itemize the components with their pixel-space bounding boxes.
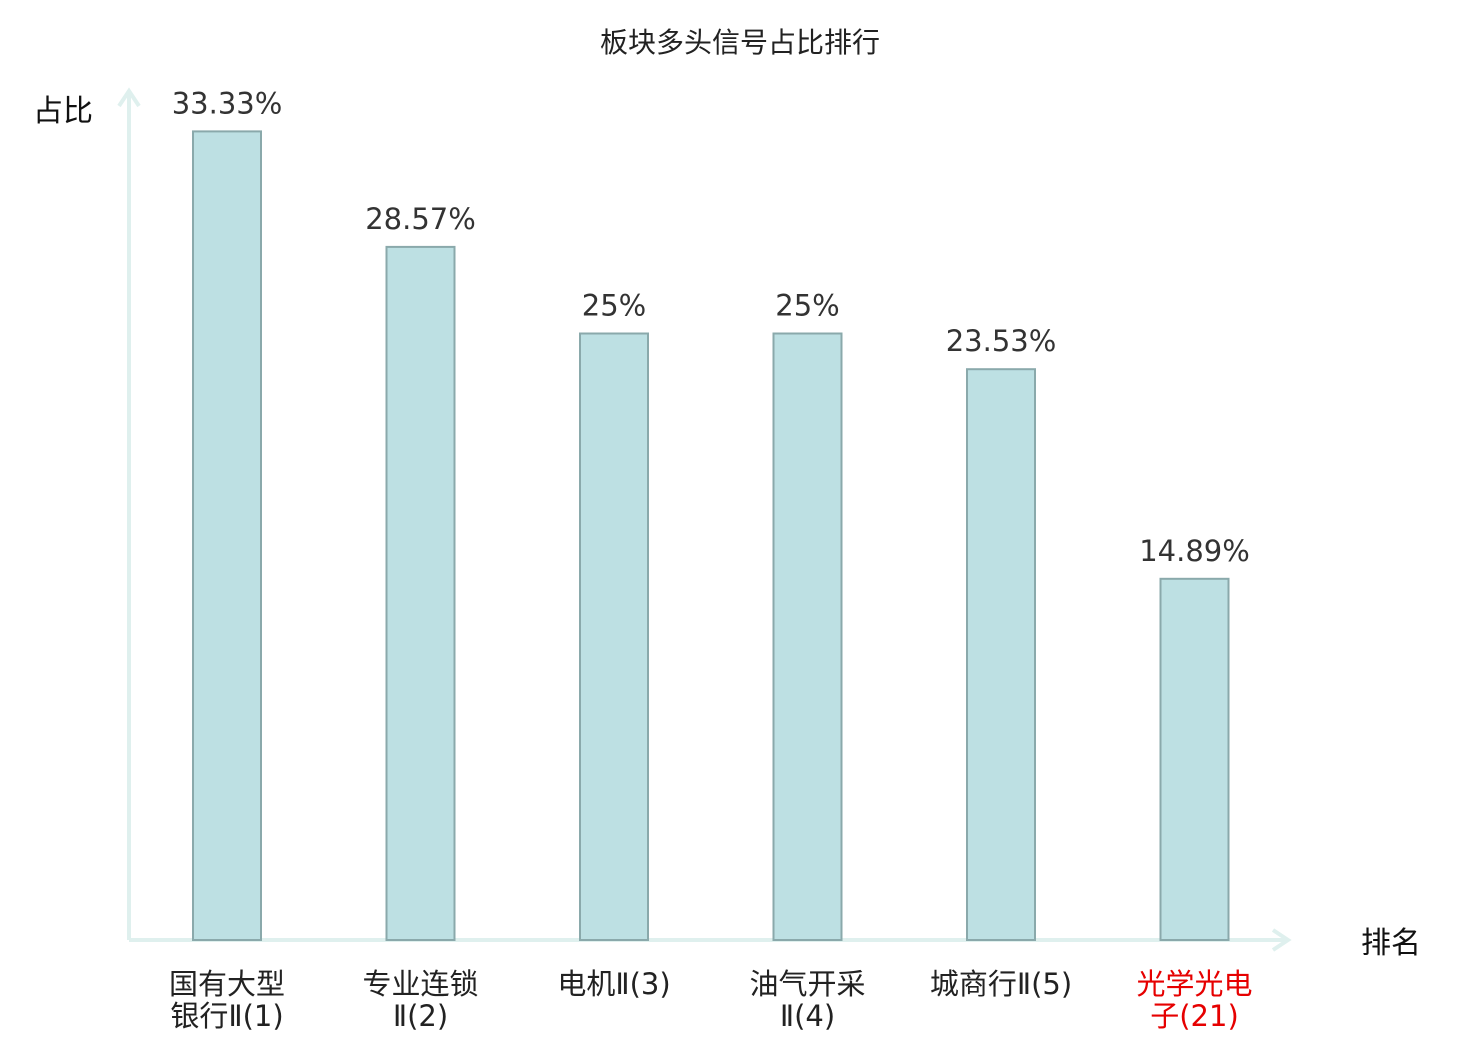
category-label-2-line-1: 专业连锁 xyxy=(362,967,478,1001)
category-label-1-line-2: 银行Ⅱ(1) xyxy=(170,999,283,1033)
bar-2 xyxy=(385,245,456,941)
category-label-2-line-2: Ⅱ(2) xyxy=(393,999,448,1033)
bar-5 xyxy=(966,368,1036,941)
value-label-6: 14.89% xyxy=(1139,534,1250,568)
value-label-1: 33.33% xyxy=(172,86,283,120)
value-labels-group: 33.33% 28.57% 25% 25% 23.53% 14.89% xyxy=(172,86,1250,567)
value-label-3: 25% xyxy=(582,289,646,323)
bar-6 xyxy=(1159,577,1230,941)
value-label-5: 23.53% xyxy=(946,324,1057,358)
value-label-4: 25% xyxy=(775,289,839,323)
category-label-6-line-1: 光学光电 xyxy=(1136,967,1252,1001)
x-axis xyxy=(129,928,1292,952)
category-label-4-line-1: 油气开采 xyxy=(749,967,865,1001)
y-axis xyxy=(117,87,141,940)
bar-4 xyxy=(772,332,843,941)
bars-group xyxy=(192,130,1230,941)
category-label-1-line-1: 国有大型 xyxy=(169,967,285,1001)
chart-title: 板块多头信号占比排行 xyxy=(600,26,880,59)
category-label-5-line-1: 城商行Ⅱ(5) xyxy=(930,967,1072,1001)
x-axis-arrow xyxy=(1271,928,1292,952)
category-label-4-line-2: Ⅱ(4) xyxy=(780,999,835,1033)
y-axis-title: 占比 xyxy=(33,94,93,129)
bar-3 xyxy=(579,332,649,941)
y-axis-arrow xyxy=(117,87,141,108)
x-axis-title: 排名 xyxy=(1361,926,1421,961)
bar-1 xyxy=(192,130,262,941)
category-label-6-line-2: 子(21) xyxy=(1150,999,1239,1033)
value-label-2: 28.57% xyxy=(365,202,476,236)
category-label-3-line-1: 电机Ⅱ(3) xyxy=(557,967,670,1001)
